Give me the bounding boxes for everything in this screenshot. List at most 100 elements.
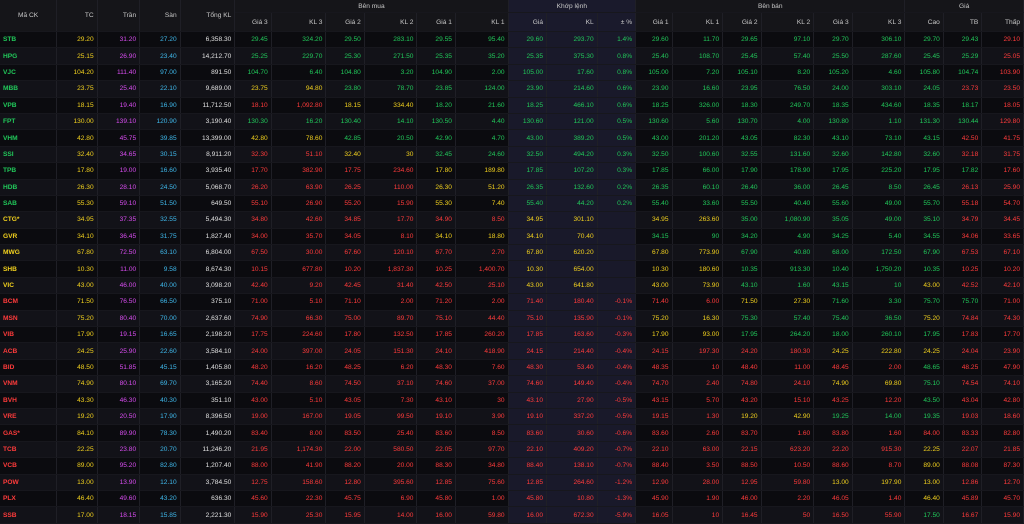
symbol-cell[interactable]: SSB [0,506,58,524]
col-sell-4[interactable]: Giá 3 [813,12,853,32]
symbol-cell[interactable]: VNM [0,375,58,393]
table-row[interactable]: SSI 32.40 34.65 30.15 8,911.20 32.30 51.10 32.4… [0,146,1024,164]
symbol-cell[interactable]: HPG [0,47,58,65]
volume-cell: 73.10 [852,129,906,147]
col-buy-5[interactable]: KL 1 [455,12,509,32]
symbol-cell[interactable]: SAB [0,195,58,213]
symbol-cell[interactable]: POW [0,474,58,491]
table-row[interactable]: MBB 23.75 25.40 22.10 9,689.00 23.75 94.80 23.8… [0,80,1024,98]
table-row[interactable]: GVR 34.10 36.45 31.75 1,827.40 34.00 35.70 34.0… [0,228,1024,246]
col-match-2[interactable]: ± % [597,12,637,32]
table-row[interactable]: VNM 74.90 80.10 69.70 3,165.20 74.40 8.60 74.50… [0,375,1024,393]
price-cell: 12.85 [508,474,548,491]
table-row[interactable]: MWG 67.80 72.50 63.10 6,804.00 67.50 30.00 67.6… [0,244,1024,262]
table-row[interactable]: ACB 24.25 25.90 22.60 3,584.10 24.00 397.00 24.… [0,342,1024,360]
table-row[interactable]: STB 29.20 31.20 27.20 6,358.30 29.45 324.20 29.… [0,31,1024,49]
table-row[interactable]: PLX 46.40 49.60 43.20 636.30 45.60 22.30 45.75 6… [0,490,1024,508]
table-row[interactable]: CTG* 34.95 37.35 32.55 5,494.30 34.80 42.60 34.… [0,211,1024,229]
symbol-cell[interactable]: MWG [0,244,58,262]
tran-cell: 19.15 [97,326,141,344]
change-pct-cell [597,211,637,229]
symbol-cell[interactable]: VRE [0,408,58,426]
symbol-cell[interactable]: STB [0,31,58,49]
col-tran[interactable]: Trần [97,0,141,32]
table-row[interactable]: VIC 43.00 46.00 40.00 3,098.20 42.40 9.20 42.45… [0,277,1024,295]
price-cell: 75.10 [508,310,548,328]
col-ma-ck[interactable]: Mã CK [0,0,58,32]
col-price-2[interactable]: Thấp [981,12,1024,32]
symbol-cell[interactable]: BVH [0,392,58,409]
col-buy-1[interactable]: KL 3 [271,12,327,32]
table-row[interactable]: FPT 130.00 139.10 120.90 3,190.40 130.30 16.20… [0,113,1024,131]
table-row[interactable]: SAB 55.30 59.10 51.50 649.50 55.10 26.90 55.20 1… [0,195,1024,213]
table-row[interactable]: POW 13.00 13.90 12.10 3,784.50 12.75 158.60 12.… [0,474,1024,491]
symbol-cell[interactable]: ACB [0,342,58,360]
symbol-cell[interactable]: PLX [0,490,58,508]
symbol-cell[interactable]: BCM [0,293,58,311]
price-cell: 34.55 [904,228,944,246]
col-price-0[interactable]: Cao [904,12,944,32]
col-price-1[interactable]: TB [943,12,983,32]
symbol-cell[interactable]: CTG* [0,211,58,229]
col-sell-0[interactable]: Giá 1 [635,12,673,32]
symbol-cell[interactable]: VPB [0,97,58,114]
symbol-cell[interactable]: SHB [0,260,58,278]
symbol-cell[interactable]: BID [0,359,58,377]
symbol-cell[interactable]: TPB [0,162,58,180]
volume-cell: 3.50 [672,457,724,475]
table-row[interactable]: TPB 17.80 19.00 16.60 3,935.40 17.70 382.90 17.… [0,162,1024,180]
symbol-cell[interactable]: VIC [0,277,58,295]
tran-cell: 45.75 [97,129,141,147]
col-sell-1[interactable]: KL 1 [672,12,724,32]
price-cell: 55.40 [508,195,548,213]
table-row[interactable]: VHM 42.80 45.75 39.85 13,399.00 42.80 78.60 42.… [0,129,1024,147]
col-buy-2[interactable]: Giá 2 [325,12,365,32]
tran-cell: 19.40 [97,97,141,114]
table-row[interactable]: VRE 19.20 20.50 17.90 8,396.50 19.00 167.00 19.… [0,408,1024,426]
symbol-cell[interactable]: GVR [0,228,58,246]
table-row[interactable]: VPB 18.15 19.40 16.90 11,712.50 18.10 1,092.80… [0,97,1024,114]
col-sell-5[interactable]: KL 3 [852,12,906,32]
symbol-cell[interactable]: HDB [0,179,58,196]
table-row[interactable]: BVH 43.30 46.30 40.30 351.10 43.00 5.10 43.05 7.… [0,392,1024,409]
volume-cell: 78.60 [271,129,327,147]
volume-cell: 51.20 [455,179,509,196]
table-row[interactable]: SSB 17.00 18.15 15.85 2,221.30 15.90 25.30 15.9… [0,506,1024,524]
col-sell-2[interactable]: Giá 2 [722,12,762,32]
table-row[interactable]: VJC 104.20 111.40 97.00 891.50 104.70 6.40 104.… [0,64,1024,82]
table-row[interactable]: HDB 26.30 28.10 24.50 5,068.70 26.20 63.90 26.2… [0,179,1024,196]
col-tong-kl[interactable]: Tổng KL [180,0,236,32]
col-match-0[interactable]: Giá [508,12,548,32]
symbol-cell[interactable]: SSI [0,146,58,164]
price-cell: 75.40 [813,310,853,328]
col-sell-3[interactable]: KL 2 [761,12,815,32]
table-row[interactable]: SHB 10.30 11.00 9.58 8,674.30 10.15 677.80 10.2… [0,260,1024,278]
symbol-cell[interactable]: GAS* [0,424,58,442]
change-pct-cell: -1.3% [597,490,637,508]
symbol-cell[interactable]: VHM [0,129,58,147]
tc-cell: 46.40 [56,490,98,508]
table-row[interactable]: VIB 17.90 19.15 16.65 2,198.20 17.75 224.60 17.… [0,326,1024,344]
symbol-cell[interactable]: VCB [0,457,58,475]
table-row[interactable]: HPG 25.15 26.90 23.40 14,212.70 25.25 229.70 25… [0,47,1024,65]
col-tc[interactable]: TC [56,0,98,32]
table-row[interactable]: BID 48.50 51.85 45.15 1,405.80 48.20 16.20 48.2… [0,359,1024,377]
col-san[interactable]: Sàn [139,0,181,32]
symbol-cell[interactable]: VIB [0,326,58,344]
table-row[interactable]: GAS* 84.10 89.90 78.30 1,490.20 83.40 8.00 83.5… [0,424,1024,442]
price-cell: 41.75 [981,129,1024,147]
symbol-cell[interactable]: VJC [0,64,58,82]
price-cell: 74.54 [943,375,983,393]
symbol-cell[interactable]: FPT [0,113,58,131]
table-row[interactable]: TCB 22.25 23.80 20.70 11,246.20 21.95 1,174.30… [0,441,1024,459]
table-row[interactable]: VCB 89.00 95.20 82.80 1,207.40 88.00 41.90 88.2… [0,457,1024,475]
col-buy-4[interactable]: Giá 1 [416,12,456,32]
col-match-1[interactable]: KL [546,12,598,32]
col-buy-0[interactable]: Giá 3 [234,12,272,32]
symbol-cell[interactable]: MBB [0,80,58,98]
table-row[interactable]: MSN 75.20 80.40 70.00 2,637.60 74.90 66.30 75.0… [0,310,1024,328]
col-buy-3[interactable]: KL 2 [364,12,418,32]
table-row[interactable]: BCM 71.50 76.50 66.50 375.10 71.00 5.10 71.10 2.… [0,293,1024,311]
symbol-cell[interactable]: TCB [0,441,58,459]
symbol-cell[interactable]: MSN [0,310,58,328]
